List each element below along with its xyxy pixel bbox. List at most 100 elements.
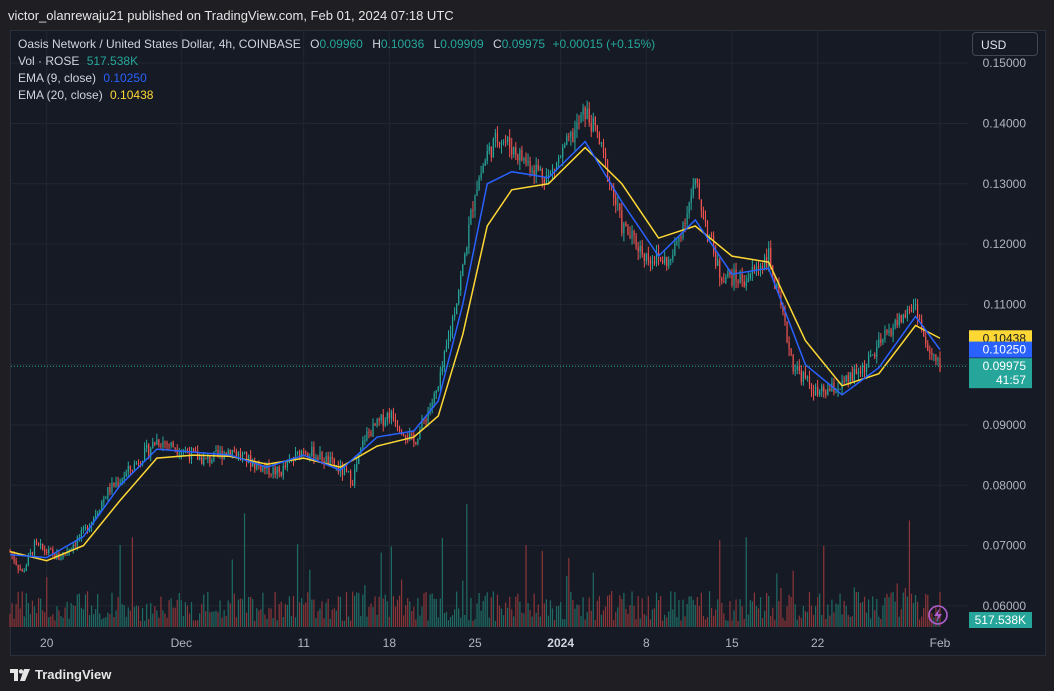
volume-bar xyxy=(409,601,411,627)
volume-bar xyxy=(633,605,635,627)
candle-body xyxy=(613,186,615,198)
volume-bar xyxy=(282,616,284,627)
volume-bar xyxy=(464,614,466,627)
candle-body xyxy=(327,455,329,465)
volume-bar xyxy=(763,610,766,627)
candle-body xyxy=(113,482,115,487)
symbol-title[interactable]: Oasis Network / United States Dollar, 4h… xyxy=(18,37,301,51)
volume-bar xyxy=(588,597,590,627)
legend-ema9-row[interactable]: EMA (9, close) 0.10250 xyxy=(18,70,655,87)
candle-body xyxy=(872,354,874,356)
volume-bar xyxy=(892,591,894,627)
candle-body xyxy=(27,555,29,566)
tradingview-brand[interactable]: TradingView xyxy=(10,667,111,682)
open-label: O xyxy=(310,37,320,51)
volume-bar xyxy=(93,614,95,627)
volume-bar xyxy=(684,616,686,627)
candle-body xyxy=(470,209,472,225)
volume-bar xyxy=(490,597,492,627)
candle-body xyxy=(564,144,566,148)
volume-bar xyxy=(604,606,607,627)
volume-bar xyxy=(884,597,886,627)
volume-bar xyxy=(509,596,511,627)
legend-volume-row[interactable]: Vol · ROSE 517.538K xyxy=(18,53,655,70)
volume-bar xyxy=(298,602,301,627)
volume-bar xyxy=(690,596,692,627)
volume-bar xyxy=(780,587,782,627)
candle-body xyxy=(176,449,178,454)
candle-body xyxy=(847,375,849,383)
candle-body xyxy=(227,450,229,455)
candle-body xyxy=(753,267,756,270)
volume-bar xyxy=(912,603,915,627)
volume-bar xyxy=(745,537,747,627)
volume-bar xyxy=(66,601,68,627)
candle-body xyxy=(719,259,721,279)
publisher-bar: victor_olanrewaju21 published on Trading… xyxy=(0,0,1054,30)
candle-body xyxy=(533,170,535,175)
volume-bar xyxy=(700,592,702,627)
candle-body xyxy=(370,432,372,437)
candle-body xyxy=(468,224,470,248)
candle-body xyxy=(415,442,417,445)
candle-body xyxy=(286,460,288,468)
volume-bar xyxy=(184,602,187,627)
legend-ema20-row[interactable]: EMA (20, close) 0.10438 xyxy=(18,87,655,104)
volume-bar xyxy=(115,610,117,627)
candle-body xyxy=(162,442,164,447)
volume-bar xyxy=(800,617,802,627)
volume-bar xyxy=(900,609,902,627)
candle-body xyxy=(810,384,813,392)
volume-bar xyxy=(496,594,499,627)
volume-bar xyxy=(761,618,764,627)
volume-bar xyxy=(56,606,58,627)
candle-body xyxy=(692,185,694,196)
volume-bar xyxy=(574,608,576,627)
candle-body xyxy=(29,551,32,556)
candle-body xyxy=(278,467,280,473)
candle-body xyxy=(443,351,446,368)
candle-body xyxy=(119,481,121,486)
volume-bar xyxy=(743,619,745,627)
volume-bar xyxy=(639,618,641,627)
candle-body xyxy=(588,108,590,123)
volume-bar xyxy=(303,604,305,627)
volume-bar xyxy=(241,599,244,627)
candle-body xyxy=(25,565,27,571)
candle-body xyxy=(596,125,598,134)
volume-bar xyxy=(504,602,507,627)
lightning-icon[interactable] xyxy=(928,605,948,625)
volume-bar xyxy=(137,606,140,627)
candle-body xyxy=(311,446,313,457)
candle-body xyxy=(301,451,303,459)
candle-body xyxy=(923,327,925,337)
candle-body xyxy=(421,419,423,430)
currency-button[interactable]: USD xyxy=(972,32,1038,56)
candle-body xyxy=(248,455,250,463)
chart-pane[interactable] xyxy=(10,30,1046,656)
candle-body xyxy=(131,469,133,471)
volume-bar xyxy=(698,605,700,627)
candle-body xyxy=(458,290,460,304)
volume-bar xyxy=(164,613,166,627)
candle-body xyxy=(900,314,902,323)
candle-body xyxy=(190,448,193,460)
volume-bar xyxy=(812,614,815,627)
candle-body xyxy=(604,152,607,160)
volume-bar xyxy=(133,607,136,627)
volume-bar xyxy=(445,611,448,627)
volume-bar xyxy=(545,599,547,627)
volume-bar xyxy=(25,593,27,627)
candle-body xyxy=(515,147,517,155)
candle-body xyxy=(918,319,921,321)
volume-bar xyxy=(664,614,666,627)
candle-body xyxy=(874,354,876,357)
volume-bar xyxy=(127,607,129,627)
volume-bar xyxy=(786,606,788,627)
volume-bar xyxy=(209,612,211,627)
candle-body xyxy=(464,253,466,265)
volume-bar xyxy=(882,605,884,627)
y-tick-label: 0.07000 xyxy=(983,539,1027,553)
volume-bar xyxy=(411,611,413,627)
